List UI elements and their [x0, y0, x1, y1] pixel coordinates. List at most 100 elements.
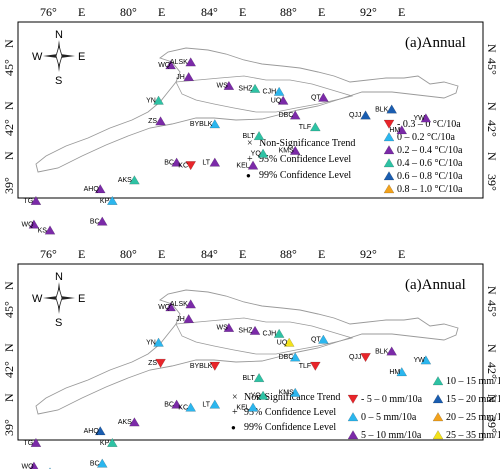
station-label: KMS	[279, 390, 295, 397]
station-marker	[106, 195, 118, 205]
significance-label: 95% Confidence Level	[259, 154, 351, 165]
legend-swatch	[432, 430, 444, 440]
station-label: YW	[413, 115, 425, 122]
station-marker	[171, 157, 182, 167]
station-marker	[257, 390, 269, 400]
compass-west: W	[32, 293, 43, 305]
lat-axis-right: N 45° N 42° N 39°	[485, 286, 499, 433]
legend-label: 5 – 10 mm/10a	[361, 430, 422, 441]
legend-swatch	[383, 132, 395, 142]
basin-outline	[175, 75, 354, 113]
station-marker	[283, 337, 295, 347]
station-label: QT	[311, 95, 321, 102]
lon-tick-dir: E	[158, 247, 165, 261]
legend-label: 15 – 20 mm/10a	[446, 394, 500, 405]
station-marker	[183, 71, 195, 82]
lat-tick-label: 42°	[2, 361, 16, 378]
station-marker	[30, 437, 42, 447]
station-marker	[420, 355, 432, 365]
station-marker	[253, 130, 265, 141]
station-label: WQ	[22, 221, 35, 228]
station-label: QT	[311, 337, 321, 344]
lon-tick-label: 80°	[120, 247, 137, 261]
compass-north: N	[55, 29, 63, 41]
station-marker	[44, 225, 56, 235]
significance-symbol: ×	[232, 392, 238, 403]
station-label: SHZ	[238, 86, 253, 93]
station-label: KMS	[279, 148, 295, 155]
legend-swatch	[432, 394, 444, 404]
station-marker	[360, 353, 371, 363]
station-label: BLK	[375, 106, 389, 113]
station-label: WQ	[22, 463, 35, 469]
compass-east: E	[78, 293, 85, 305]
station-marker	[106, 437, 118, 447]
lon-tick-dir: E	[239, 5, 246, 19]
station-label: BYBLK	[190, 363, 213, 370]
station-label: KP	[100, 440, 110, 447]
lon-tick-label: 76°	[40, 5, 57, 19]
station-marker	[223, 322, 235, 332]
station-marker	[171, 399, 182, 409]
station-label: LT	[202, 159, 210, 166]
station-marker	[273, 328, 285, 338]
compass-arrow-icon	[43, 54, 58, 58]
significance-label: Non-Significance Trend	[259, 138, 355, 149]
legend-swatches	[383, 119, 395, 194]
legend-label: 0.4 – 0.6 °C/10a	[397, 158, 463, 169]
station-marker	[309, 122, 321, 132]
station-label: UQ	[277, 339, 288, 346]
precipitation-trend-map: 76° E 80° E 84° E 88° E 92° E N 45° N 42…	[2, 247, 500, 474]
station-marker	[165, 302, 176, 312]
station-label: YW	[413, 357, 425, 364]
map-title: (a)Annual	[405, 277, 466, 293]
lon-tick-dir: E	[78, 247, 85, 261]
station-label: YQ	[251, 393, 262, 400]
lon-tick-label: 76°	[40, 247, 57, 261]
compass-arrow-icon	[55, 44, 63, 68]
station-marker	[94, 426, 106, 436]
station-label: KC	[178, 162, 188, 169]
station-marker	[420, 113, 432, 123]
station-label: TLF	[299, 124, 311, 131]
station-marker	[247, 160, 259, 170]
station-label: ZS	[148, 118, 157, 125]
lon-axis-top: 76° E 80° E 84° E 88° E 92° E	[40, 247, 405, 261]
station-label: YQ	[251, 151, 262, 158]
lat-tick-dir: N	[2, 39, 16, 48]
compass-rose: N S W E	[32, 271, 85, 329]
legend-swatch	[383, 171, 395, 181]
station-marker	[165, 60, 176, 70]
basin-outline	[175, 317, 354, 355]
station-marker	[183, 313, 195, 324]
lat-tick-label: 39°	[485, 174, 499, 191]
legend-swatch	[383, 145, 395, 155]
station-label: KEL	[236, 162, 249, 169]
station-marker	[273, 86, 285, 96]
lon-tick-label: 92°	[360, 5, 377, 19]
significance-legend: × Non-Significance Trend + 95% Confidenc…	[246, 138, 355, 181]
significance-symbol: ●	[246, 171, 251, 180]
station-marker	[247, 402, 259, 412]
station-marker	[153, 337, 164, 347]
temperature-trend-map: 76° E 80° E 84° E 88° E 92° E N 45° N 42…	[2, 5, 499, 235]
significance-label: 99% Confidence Level	[244, 422, 336, 433]
legend-label: 0 – 0.2 °C/10a	[397, 132, 455, 143]
station-label: LT	[202, 401, 210, 408]
lon-tick-label: 88°	[280, 247, 297, 261]
station-label: HM	[389, 369, 400, 376]
station-label: KS	[38, 227, 48, 234]
station-label: SHZ	[238, 328, 253, 335]
station-label: AHQ	[84, 186, 100, 193]
station-marker	[289, 110, 301, 120]
legend-label: 0.6 – 0.8 °C/10a	[397, 171, 463, 182]
station-marker	[94, 184, 106, 194]
station-label: CJH	[263, 331, 277, 338]
station-marker	[253, 372, 265, 383]
significance-label: 99% Confidence Level	[259, 170, 351, 181]
compass-east: E	[78, 51, 85, 63]
legend-label: 0 – 5 mm/10a	[361, 412, 417, 423]
